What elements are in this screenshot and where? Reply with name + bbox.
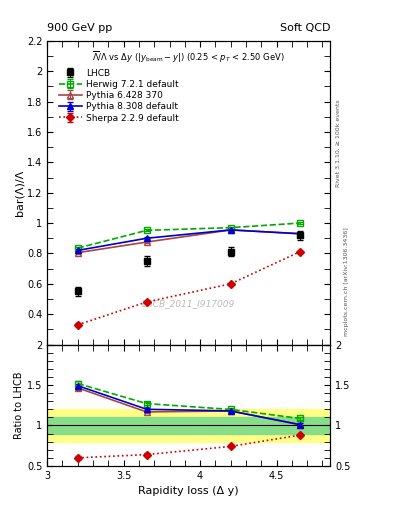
Y-axis label: bar(Λ)/Λ: bar(Λ)/Λ — [14, 169, 24, 216]
X-axis label: Rapidity loss (Δ y): Rapidity loss (Δ y) — [138, 486, 239, 496]
Bar — [47, 417, 330, 434]
Text: Rivet 3.1.10, ≥ 100k events: Rivet 3.1.10, ≥ 100k events — [336, 99, 341, 187]
Bar — [47, 409, 330, 442]
Text: mcplots.cern.ch [arXiv:1306.3436]: mcplots.cern.ch [arXiv:1306.3436] — [344, 227, 349, 336]
Text: Soft QCD: Soft QCD — [280, 23, 330, 33]
Text: 900 GeV pp: 900 GeV pp — [47, 23, 112, 33]
Legend: LHCB, Herwig 7.2.1 default, Pythia 6.428 370, Pythia 8.308 default, Sherpa 2.2.9: LHCB, Herwig 7.2.1 default, Pythia 6.428… — [57, 67, 181, 124]
Text: LHCB_2011_I917009: LHCB_2011_I917009 — [142, 299, 235, 308]
Y-axis label: Ratio to LHCB: Ratio to LHCB — [14, 372, 24, 439]
Text: $\overline{\Lambda}/\Lambda$ vs $\Delta y$ ($|y_{\mathrm{beam}}-y|$) (0.25 < $p_: $\overline{\Lambda}/\Lambda$ vs $\Delta … — [92, 50, 285, 65]
